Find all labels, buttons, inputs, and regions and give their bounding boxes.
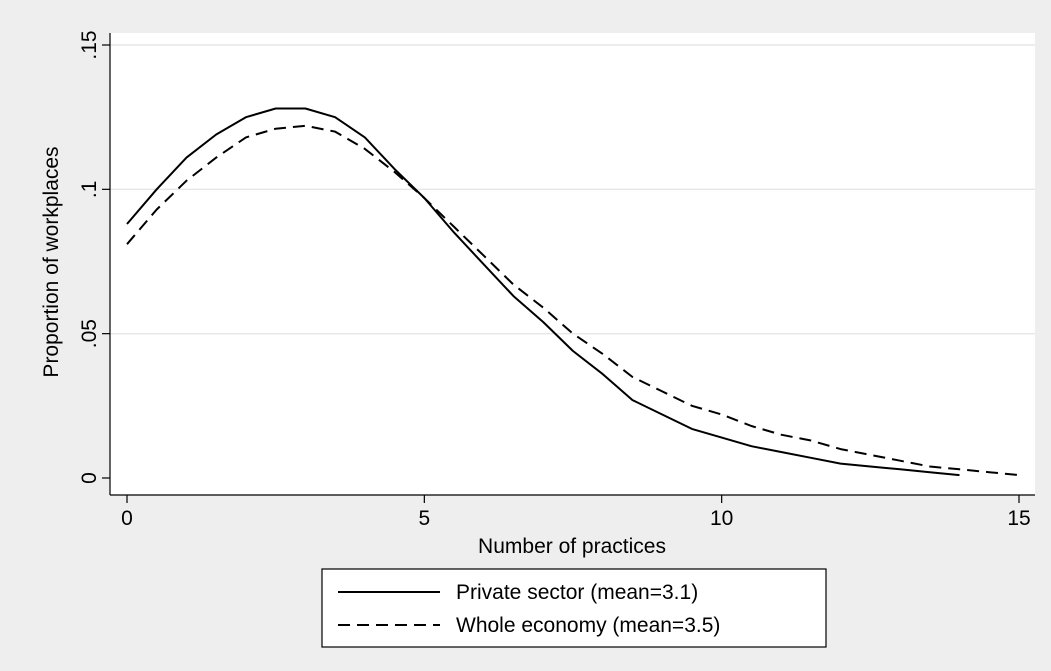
x-tick-label-3: 15 [1007, 507, 1030, 530]
plot-area [110, 33, 1035, 495]
grid-lines [110, 44, 1035, 335]
x-tick-label-2: 10 [710, 507, 733, 530]
tick-labels: 0 .05 .1 .15 0 5 10 15 [78, 30, 1031, 530]
y-tick-label-0: 0 [78, 472, 101, 484]
series-line-1 [126, 124, 1020, 477]
x-tick-label-1: 5 [418, 507, 430, 530]
legend-box [321, 568, 827, 648]
y-axis-label: Proportion of workplaces [40, 146, 63, 377]
legend-label-private: Private sector (mean=3.1) [456, 581, 698, 604]
legend: Private sector (mean=3.1) Whole economy … [321, 568, 827, 648]
x-axis-label: Number of practices [478, 535, 666, 558]
x-tick-label-0: 0 [121, 507, 133, 530]
series-line-0 [126, 107, 960, 477]
y-tick-label-3: .15 [78, 30, 101, 59]
axes [109, 33, 1035, 496]
y-tick-label-2: .1 [78, 181, 101, 199]
series-lines [126, 107, 1020, 477]
y-tick-label-1: .05 [78, 319, 101, 348]
legend-label-whole: Whole economy (mean=3.5) [456, 614, 720, 637]
